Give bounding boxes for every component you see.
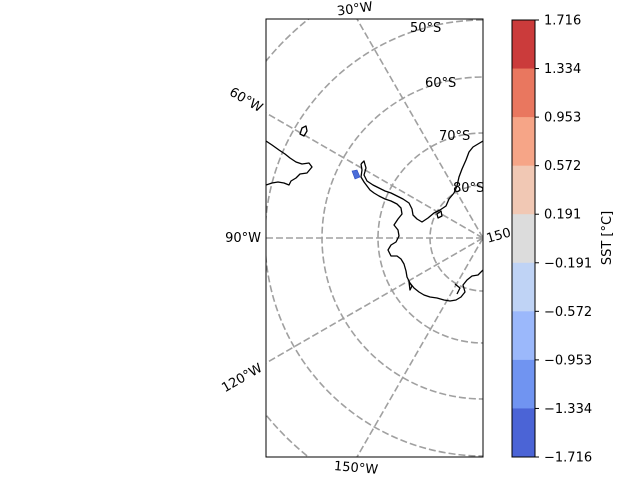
colorbar-tick-label: 0.191	[544, 208, 581, 223]
map-frame	[265, 18, 484, 458]
antarctic-peninsula-coast	[360, 140, 483, 223]
ross-coast-inlet	[454, 283, 461, 295]
colorbar-band	[512, 262, 535, 312]
sst-data-patch	[351, 169, 361, 180]
latitude-label-80s: 80°S	[453, 181, 484, 196]
colorbar-tick-label: −0.191	[544, 256, 592, 271]
colorbar-tick-label: −1.334	[544, 402, 592, 417]
meridian-30w	[356, 19, 483, 239]
colorbar-band	[512, 68, 535, 118]
latitude-label-70s: 70°S	[439, 129, 470, 144]
colorbar-band	[512, 311, 535, 361]
coastlines	[266, 125, 483, 302]
colorbar-band	[512, 165, 535, 215]
colorbar-frame	[511, 19, 536, 458]
colorbar-band	[512, 20, 535, 70]
longitude-label-120w: 120°W	[219, 361, 265, 396]
colorbar-band	[512, 117, 535, 167]
colorbar-band	[512, 359, 535, 409]
longitude-label-150w: 150°W	[333, 459, 378, 478]
colorbar: 1.716 1.334 0.953 0.572 0.191 −0.191 −0.572 −0.…	[511, 14, 615, 466]
colorbar-tick-label: 0.953	[544, 111, 581, 126]
south-america-tip	[266, 140, 313, 186]
colorbar-band	[512, 408, 535, 458]
colorbar-tick-label: −1.716	[544, 451, 592, 466]
longitude-label-30w: 30°W	[336, 0, 374, 19]
longitude-label-60w: 60°W	[226, 85, 265, 116]
colorbar-tick-label: 1.716	[544, 14, 581, 29]
ross-sea-islet	[408, 281, 413, 291]
meridian-60w	[266, 112, 483, 239]
meridian-120w	[266, 237, 483, 364]
peninsula-island	[436, 210, 443, 219]
colorbar-bands	[512, 20, 535, 458]
colorbar-tick-label: 1.334	[544, 62, 581, 77]
latitude-label-50s: 50°S	[410, 21, 441, 36]
colorbar-tick-label: −0.953	[544, 353, 592, 368]
longitude-label-150e: 150	[485, 225, 513, 246]
colorbar-tick-label: −0.572	[544, 305, 592, 320]
latitude-label-60s: 60°S	[425, 76, 456, 91]
west-antarctica-coast	[360, 163, 483, 302]
colorbar-band	[512, 214, 535, 264]
colorbar-tick-label: 0.572	[544, 159, 581, 174]
longitude-label-90w: 90°W	[225, 231, 261, 246]
graticule	[266, 19, 483, 457]
meridian-150w	[356, 237, 483, 457]
colorbar-label: SST [°C]	[600, 211, 615, 265]
colorbar-ticks: 1.716 1.334 0.953 0.572 0.191 −0.191 −0.572 −0.…	[535, 14, 592, 466]
falkland-island	[299, 125, 308, 137]
